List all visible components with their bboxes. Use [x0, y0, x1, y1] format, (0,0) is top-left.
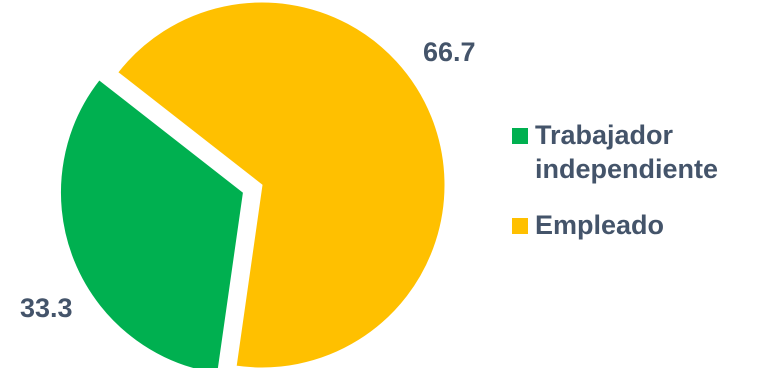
- data-label-trabajador-independiente: 33.3: [20, 293, 73, 323]
- legend: Trabajador independiente Empleado: [512, 118, 752, 264]
- legend-label: Empleado: [535, 208, 664, 242]
- data-label-empleado: 66.7: [423, 37, 476, 67]
- pie-slice-empleado: [117, 1, 446, 368]
- legend-item-trabajador-independiente: Trabajador independiente: [512, 118, 752, 186]
- legend-swatch-green: [512, 128, 528, 144]
- legend-label-line1: Trabajador: [535, 120, 674, 150]
- legend-swatch-yellow: [512, 218, 528, 234]
- legend-label-line1: Empleado: [535, 210, 665, 240]
- legend-label-line2: independiente: [535, 154, 719, 184]
- pie-slice-trabajador-independiente: [59, 79, 244, 368]
- legend-item-empleado: Empleado: [512, 208, 752, 242]
- legend-label: Trabajador independiente: [535, 118, 718, 186]
